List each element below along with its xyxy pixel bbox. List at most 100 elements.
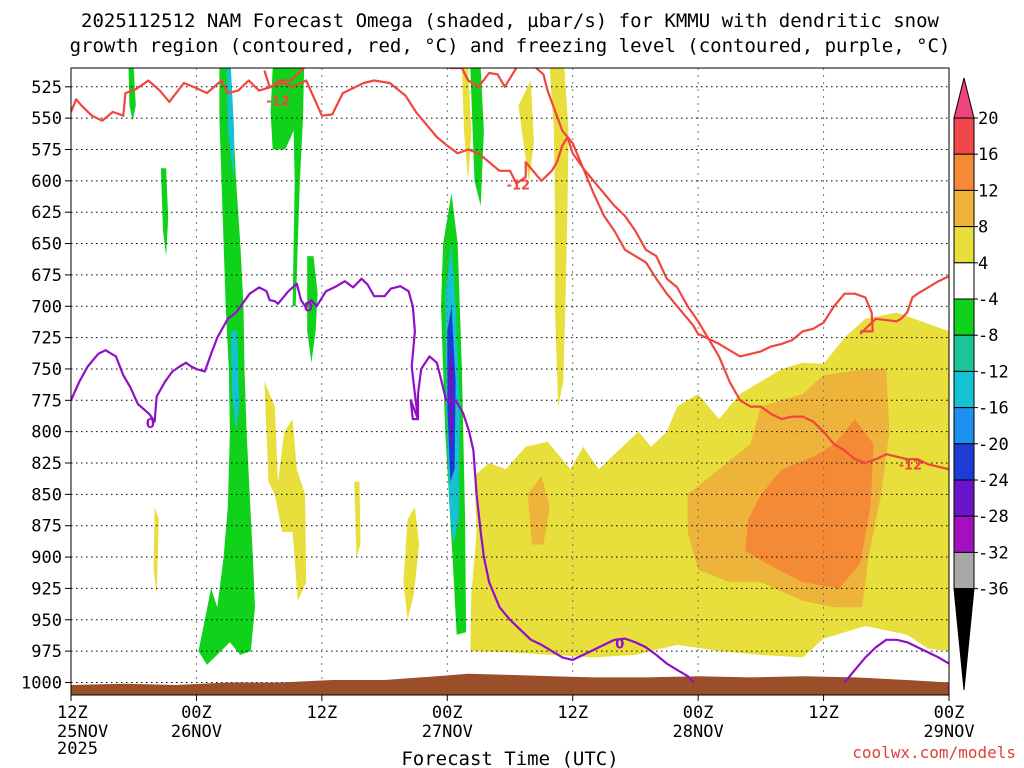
colorbar-segment [953, 443, 975, 481]
omega-region-sinking-yellow-5 [403, 506, 420, 620]
y-tick-label: 825 [31, 454, 62, 474]
credit-text: coolwx.com/models [852, 743, 1016, 762]
x-tick-label: 26NOV [171, 722, 222, 742]
omega-region-rising-green-5 [307, 256, 318, 363]
y-tick-label: 850 [31, 485, 62, 505]
omega-region-sinking-orange-1 [527, 475, 550, 545]
omega-shading [128, 68, 949, 665]
dgz-contour [859, 275, 949, 335]
chart-title-line-2: growth region (contoured, red, °C) and f… [70, 35, 951, 57]
y-tick-label: 950 [31, 611, 62, 631]
colorbar-top-arrow [953, 77, 975, 119]
colorbar-label: 20 [978, 109, 998, 129]
y-tick-label: 675 [31, 266, 62, 286]
colorbar-segment [953, 370, 975, 409]
x-tick-label: 28NOV [673, 722, 724, 742]
freezing-label: 0 [304, 300, 313, 315]
freezing-contour [843, 638, 949, 684]
x-tick-label: 12Z [306, 703, 337, 723]
colorbar-segment [953, 226, 975, 264]
x-axis-label: Forecast Time (UTC) [401, 748, 618, 768]
omega-region-sinking-yellow-4 [354, 481, 361, 558]
dgz-label: -12 [266, 95, 290, 110]
colorbar-label: -12 [978, 362, 1009, 382]
dgz-contour [449, 68, 518, 88]
colorbar-label: -20 [978, 435, 1009, 455]
omega-region-rising-green-6 [470, 68, 484, 206]
omega-region-rising-green-3 [198, 68, 255, 665]
colorbar-segment [953, 479, 975, 517]
omega-region-rising-cyan-1 [226, 68, 235, 181]
omega-region-rising-cyan-2 [230, 331, 240, 432]
y-tick-label: 875 [31, 517, 62, 537]
y-tick-label: 700 [31, 297, 62, 317]
x-tick-label: 00Z [683, 703, 714, 723]
colorbar-segment [953, 189, 975, 228]
colorbar-segment [953, 334, 975, 372]
colorbar-bottom-arrow [953, 588, 975, 691]
plot-frame [70, 67, 950, 696]
omega-region-rising-green-2 [160, 168, 169, 257]
y-tick-label: 575 [31, 141, 62, 161]
colorbar-segment [953, 298, 975, 336]
colorbar-label: -32 [978, 543, 1009, 563]
omega-region-sinking-red-1 [745, 419, 874, 589]
colorbar-label: 4 [978, 254, 988, 274]
colorbar-segment [953, 153, 975, 191]
omega-region-sinking-yellow-top [549, 68, 569, 407]
contour-labels: -12 -12 -12 0 0 0 [146, 95, 923, 653]
dgz-label: -12 [899, 458, 923, 473]
y-tick-label: 775 [31, 391, 62, 411]
colorbar-label: -28 [978, 507, 1009, 527]
x-tick-label: 00Z [432, 703, 463, 723]
terrain [71, 673, 949, 695]
y-tick-label: 550 [31, 109, 62, 129]
freezing-label: 0 [146, 417, 155, 432]
y-tick-label: 925 [31, 579, 62, 599]
x-tick-label: 00Z [181, 703, 212, 723]
x-tick-label: 12Z [57, 703, 88, 723]
contours [71, 68, 949, 684]
colorbar-segment [953, 551, 975, 590]
colorbar-segment [953, 117, 975, 155]
x-tick-label: 25NOV [57, 722, 108, 742]
grid [71, 68, 949, 695]
y-tick-label: 525 [31, 78, 62, 98]
colorbar-segment [953, 262, 975, 300]
dgz-contour [71, 68, 305, 122]
terrain-ground [71, 673, 949, 695]
x-tick-label: 2025 [57, 739, 98, 759]
y-tick-label: 900 [31, 548, 62, 568]
y-tick-label: 975 [31, 642, 62, 662]
colorbar-label: 16 [978, 145, 998, 165]
y-tick-label: 625 [31, 203, 62, 223]
freezing-contour [71, 277, 695, 684]
y-tick-label: 1000 [21, 673, 62, 693]
y-axis: 525 550 575 600 625 650 675 700 725 750 775 800 825 8… [21, 78, 71, 693]
chart-title-line-1: 2025112512 NAM Forecast Omega (shaded, µ… [81, 10, 939, 32]
dgz-contour [535, 68, 949, 471]
omega-region-sinking-yellow-1 [461, 68, 472, 181]
colorbar-label: -16 [978, 399, 1009, 419]
plot-area: -12 -12 -12 0 0 0 [70, 67, 950, 696]
omega-region-sinking-yellow-2 [264, 381, 307, 601]
omega-region-rising-green-4 [270, 68, 305, 307]
y-tick-label: 650 [31, 235, 62, 255]
omega-region-sinking-yellow-top-2 [518, 80, 534, 181]
y-tick-label: 725 [31, 329, 62, 349]
colorbar-label: -24 [978, 471, 1009, 491]
y-tick-label: 750 [31, 360, 62, 380]
colorbar-label: 12 [978, 181, 998, 201]
omega-region-sinking-yellow-3 [153, 506, 159, 595]
dgz-label: -12 [507, 179, 531, 194]
freezing-label: 0 [615, 638, 624, 653]
colorbar: 20 16 12 8 4 -4 -8 -12 -16 -20 -24 -28 -32 -36 [953, 77, 1009, 691]
omega-region-rising-green-1 [128, 68, 136, 121]
y-tick-label: 600 [31, 172, 62, 192]
colorbar-label: 8 [978, 218, 988, 238]
colorbar-segment [953, 407, 975, 445]
x-tick-label: 00Z [934, 703, 965, 723]
x-tick-label: 27NOV [422, 722, 473, 742]
